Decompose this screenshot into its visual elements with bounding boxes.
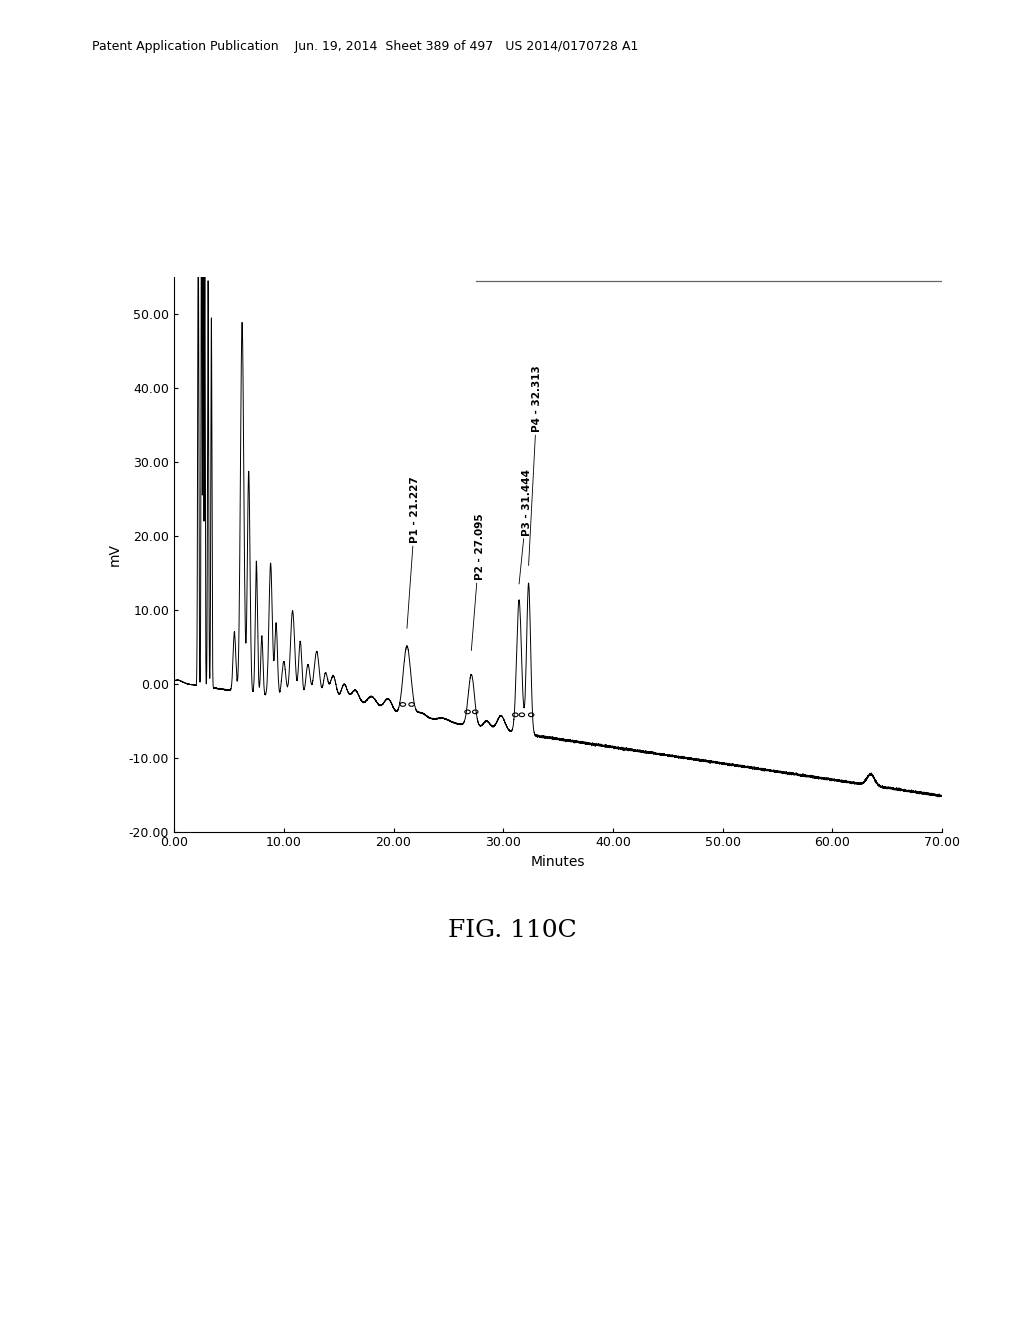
Text: P3 - 31.444: P3 - 31.444 (519, 469, 532, 583)
Text: P4 - 32.313: P4 - 32.313 (528, 366, 543, 565)
X-axis label: Minutes: Minutes (530, 855, 586, 869)
Y-axis label: mV: mV (108, 543, 122, 566)
Text: P2 - 27.095: P2 - 27.095 (471, 513, 484, 651)
Text: P1 - 21.227: P1 - 21.227 (407, 477, 421, 628)
Text: FIG. 110C: FIG. 110C (447, 919, 577, 942)
Text: Patent Application Publication    Jun. 19, 2014  Sheet 389 of 497   US 2014/0170: Patent Application Publication Jun. 19, … (92, 40, 639, 53)
